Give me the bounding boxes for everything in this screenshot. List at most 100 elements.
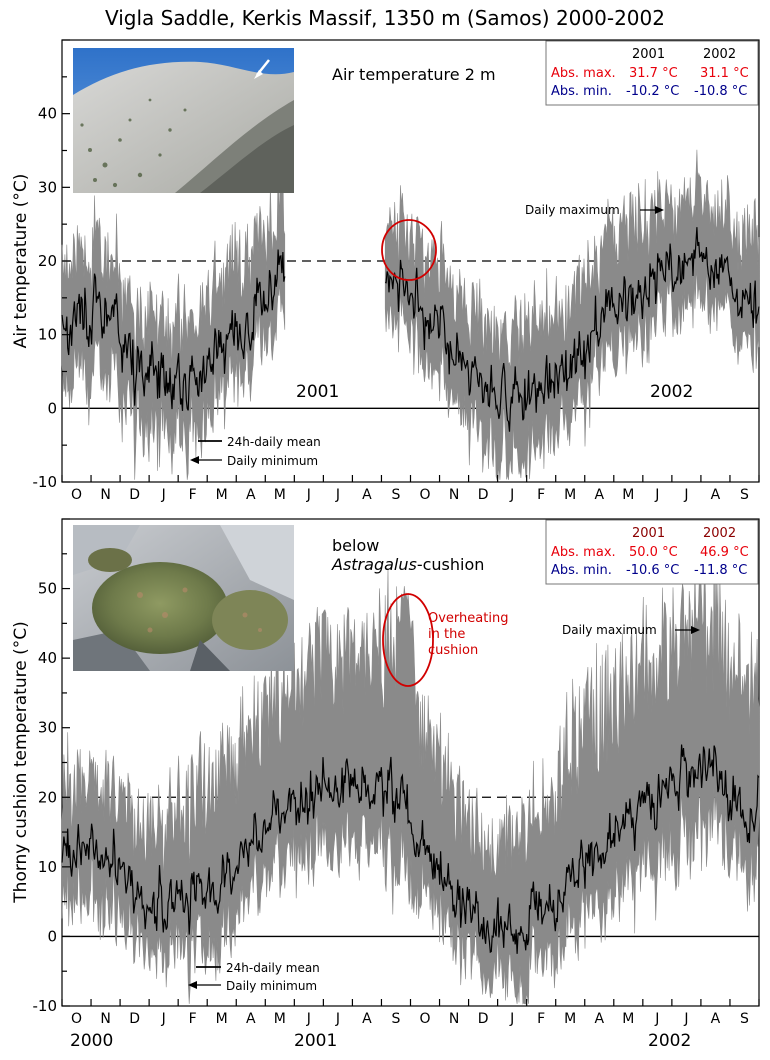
panel-title-line1: below (332, 536, 379, 555)
panel-title-suffix: -cushion (417, 555, 485, 574)
min-legend-arrowhead (190, 456, 199, 464)
month-label: A (594, 1011, 604, 1027)
month-label: N (449, 1011, 459, 1027)
month-label: N (100, 1011, 110, 1027)
y-tick-label: -10 (33, 997, 58, 1015)
y-tick-label: 20 (38, 252, 57, 270)
y-tick-label: -10 (33, 473, 58, 491)
month-label: O (420, 1011, 431, 1027)
month-label: A (362, 1011, 372, 1027)
month-label: A (711, 487, 721, 503)
month-label: S (392, 487, 401, 503)
y-axis-label: Air temperature (°C) (11, 174, 31, 349)
year-header-2001: 2001 (632, 526, 665, 541)
panel-title: Air temperature 2 m (332, 65, 496, 84)
month-label: N (100, 487, 110, 503)
overheating-line2: in the (428, 627, 465, 642)
y-axis-ticks: -10 0 10 20 30 40 (33, 39, 70, 491)
daily-maximum-arrowhead (691, 626, 700, 634)
year-header-2001: 2001 (632, 47, 665, 62)
month-label: F (189, 1011, 197, 1027)
y-tick-label: 40 (38, 649, 57, 667)
mountain-photo (73, 48, 294, 194)
abs-min-2002: -11.8 °C (694, 563, 747, 578)
abs-min-label: Abs. min. (551, 563, 612, 578)
month-label: O (71, 1011, 82, 1027)
month-label: J (306, 1011, 311, 1027)
y-tick-label: 0 (47, 399, 57, 417)
daily-maximum-arrowhead (655, 206, 664, 214)
month-label: J (654, 1011, 659, 1027)
month-label: N (449, 487, 459, 503)
abs-min-2002: -10.8 °C (694, 84, 747, 99)
year-header-2002: 2002 (703, 47, 736, 62)
month-label: F (537, 1011, 545, 1027)
panel-title-line2: Astragalus-cushion (331, 555, 484, 574)
y-tick-label: 30 (38, 719, 57, 737)
month-label: J (306, 487, 311, 503)
year-label-2001: 2001 (296, 382, 339, 402)
month-label: O (420, 487, 431, 503)
overheating-line3: cushion (428, 643, 478, 658)
highlight-circle (381, 219, 437, 281)
y-tick-label: 20 (38, 788, 57, 806)
abs-max-2002: 31.1 °C (700, 66, 749, 81)
year-label-2002: 2002 (650, 382, 693, 402)
month-label: A (362, 487, 372, 503)
month-label: M (216, 487, 228, 503)
min-legend-label: Daily minimum (226, 979, 317, 993)
min-legend-arrowhead (188, 981, 197, 989)
month-label: J (509, 1011, 514, 1027)
abs-max-label: Abs. max. (551, 545, 616, 560)
daily-mean-line (61, 744, 760, 954)
month-label: M (622, 1011, 634, 1027)
figure-title: Vigla Saddle, Kerkis Massif, 1350 m (Sam… (105, 6, 665, 30)
month-label: A (594, 487, 604, 503)
month-label: D (478, 1011, 489, 1027)
y-tick-label: 50 (38, 580, 57, 598)
month-label: S (392, 1011, 401, 1027)
month-label: A (246, 1011, 256, 1027)
month-label: M (274, 487, 286, 503)
month-label: D (129, 1011, 140, 1027)
month-label: M (216, 1011, 228, 1027)
month-label: J (161, 487, 166, 503)
mean-legend-label: 24h-daily mean (227, 435, 321, 449)
month-label: A (246, 487, 256, 503)
stats-box: 2001 2002 Abs. max. 50.0 °C 46.9 °C Abs.… (545, 519, 759, 585)
month-label: M (564, 1011, 576, 1027)
abs-min-2001: -10.6 °C (626, 563, 679, 578)
month-label: D (478, 487, 489, 503)
overheating-line1: Overheating (428, 611, 508, 626)
astragalus-photo (73, 525, 294, 671)
y-tick-label: 0 (47, 927, 57, 945)
year-label-2000: 2000 (70, 1031, 113, 1051)
mean-legend-label: 24h-daily mean (226, 961, 320, 975)
month-label: F (537, 487, 545, 503)
abs-max-label: Abs. max. (551, 66, 616, 81)
daily-mean-line-segment-1 (61, 744, 760, 954)
month-label: M (622, 487, 634, 503)
abs-max-2001: 31.7 °C (629, 66, 678, 81)
stats-box: 2001 2002 Abs. max. 31.7 °C 31.1 °C Abs.… (545, 40, 759, 106)
month-label: J (683, 487, 688, 503)
y-tick-label: 10 (38, 858, 57, 876)
abs-min-label: Abs. min. (551, 84, 612, 99)
y-tick-label: 40 (38, 105, 57, 123)
air-temperature-panel: -10 0 10 20 30 40 O N D J F M A M J J A S O N D J F M A M J J A S Ai… (11, 39, 760, 503)
month-label: J (683, 1011, 688, 1027)
year-header-2002: 2002 (703, 526, 736, 541)
abs-max-2001: 50.0 °C (629, 545, 678, 560)
month-label: D (129, 487, 140, 503)
abs-max-2002: 46.9 °C (700, 545, 749, 560)
y-tick-label: 10 (38, 326, 57, 344)
panel-title-species: Astragalus (331, 555, 417, 574)
month-label: J (335, 1011, 340, 1027)
month-label: A (711, 1011, 721, 1027)
year-label-2002: 2002 (648, 1031, 691, 1051)
abs-min-2001: -10.2 °C (626, 84, 679, 99)
